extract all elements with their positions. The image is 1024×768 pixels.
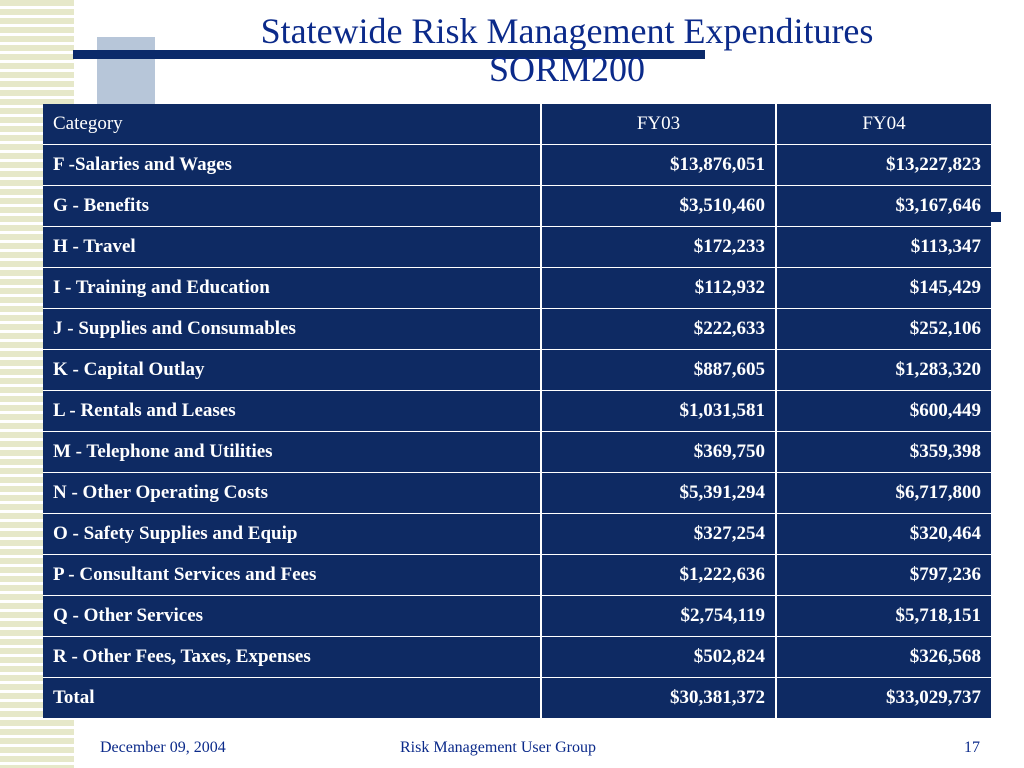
table-row: Total $30,381,372 $33,029,737 [43, 678, 991, 718]
table-row: I - Training and Education $112,932 $145,4… [43, 268, 991, 308]
row-fy04: $320,464 [777, 514, 991, 554]
row-fy03: $887,605 [542, 350, 775, 390]
row-category: L - Rentals and Leases [43, 391, 540, 431]
row-category: Total [43, 678, 540, 718]
table-row: P - Consultant Services and Fees $1,222,6… [43, 555, 991, 595]
row-fy03: $327,254 [542, 514, 775, 554]
header-category: Category [43, 104, 540, 144]
table-row: N - Other Operating Costs $5,391,294 $6,71… [43, 473, 991, 513]
row-fy04: $797,236 [777, 555, 991, 595]
row-category: H - Travel [43, 227, 540, 267]
table-row: K - Capital Outlay $887,605 $1,283,320 [43, 350, 991, 390]
row-category: Q - Other Services [43, 596, 540, 636]
row-fy03: $222,633 [542, 309, 775, 349]
row-fy04: $326,568 [777, 637, 991, 677]
row-fy04: $600,449 [777, 391, 991, 431]
row-fy03: $172,233 [542, 227, 775, 267]
table-row: H - Travel $172,233 $113,347 [43, 227, 991, 267]
row-category: J - Supplies and Consumables [43, 309, 540, 349]
row-fy03: $5,391,294 [542, 473, 775, 513]
row-category: K - Capital Outlay [43, 350, 540, 390]
row-fy04: $252,106 [777, 309, 991, 349]
header-fy03: FY03 [542, 104, 775, 144]
table-header-row: Category FY03 FY04 [43, 104, 991, 144]
expenditures-table: Category FY03 FY04 F -Salaries and Wages… [43, 104, 991, 719]
row-fy03: $1,222,636 [542, 555, 775, 595]
row-category: M - Telephone and Utilities [43, 432, 540, 472]
table-row: Q - Other Services $2,754,119 $5,718,151 [43, 596, 991, 636]
table-row: F -Salaries and Wages $13,876,051 $13,227,… [43, 145, 991, 185]
row-fy04: $359,398 [777, 432, 991, 472]
table-row: L - Rentals and Leases $1,031,581 $600,449 [43, 391, 991, 431]
table-row: O - Safety Supplies and Equip $327,254 $32… [43, 514, 991, 554]
row-fy04: $33,029,737 [777, 678, 991, 718]
row-fy03: $13,876,051 [542, 145, 775, 185]
slide-title-line2: SORM200 [488, 49, 646, 89]
footer-date: December 09, 2004 [100, 739, 226, 756]
header-fy04: FY04 [777, 104, 991, 144]
table-row: R - Other Fees, Taxes, Expenses $502,824 $… [43, 637, 991, 677]
footer-group: Risk Management User Group [400, 739, 596, 756]
row-fy04: $113,347 [777, 227, 991, 267]
table-row: M - Telephone and Utilities $369,750 $359,… [43, 432, 991, 472]
decorative-square [97, 37, 155, 107]
row-fy04: $6,717,800 [777, 473, 991, 513]
table-row: G - Benefits $3,510,460 $3,167,646 [43, 186, 991, 226]
row-category: I - Training and Education [43, 268, 540, 308]
row-fy04: $3,167,646 [777, 186, 991, 226]
slide-title-line1: Statewide Risk Management Expenditures [260, 11, 874, 51]
row-fy04: $5,718,151 [777, 596, 991, 636]
row-fy03: $369,750 [542, 432, 775, 472]
row-fy03: $502,824 [542, 637, 775, 677]
row-fy04: $13,227,823 [777, 145, 991, 185]
row-fy03: $2,754,119 [542, 596, 775, 636]
row-fy03: $30,381,372 [542, 678, 775, 718]
row-category: F -Salaries and Wages [43, 145, 540, 185]
row-fy04: $145,429 [777, 268, 991, 308]
row-fy03: $1,031,581 [542, 391, 775, 431]
title-accent-bar [73, 50, 705, 59]
footer-page-number: 17 [964, 739, 980, 756]
row-fy03: $3,510,460 [542, 186, 775, 226]
row-fy03: $112,932 [542, 268, 775, 308]
decorative-dot [989, 212, 1001, 222]
row-category: G - Benefits [43, 186, 540, 226]
table-row: J - Supplies and Consumables $222,633 $252… [43, 309, 991, 349]
row-category: O - Safety Supplies and Equip [43, 514, 540, 554]
row-category: R - Other Fees, Taxes, Expenses [43, 637, 540, 677]
slide-title: Statewide Risk Management Expenditures S… [150, 12, 984, 88]
row-fy04: $1,283,320 [777, 350, 991, 390]
row-category: N - Other Operating Costs [43, 473, 540, 513]
row-category: P - Consultant Services and Fees [43, 555, 540, 595]
